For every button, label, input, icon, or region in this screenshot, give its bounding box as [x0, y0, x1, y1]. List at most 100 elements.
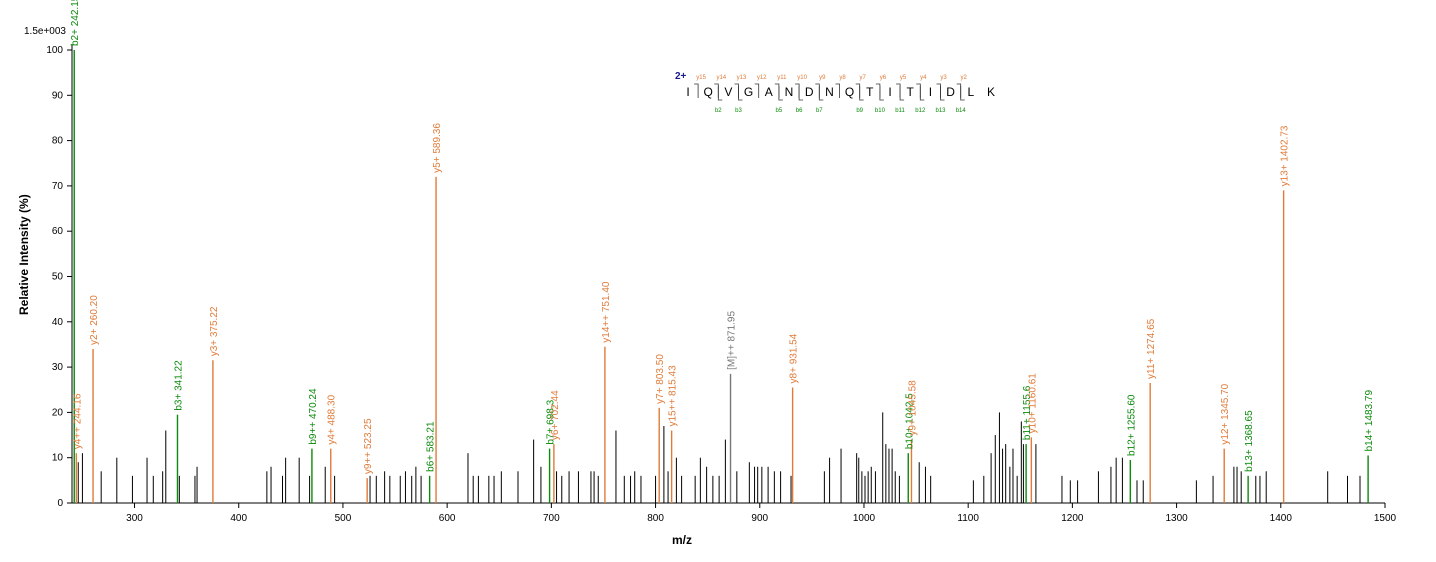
y-tick-label: 10	[52, 453, 64, 464]
sequence-residue: K	[987, 85, 995, 99]
y-ion-bracket	[754, 83, 760, 98]
x-tick-label: 1100	[957, 513, 979, 524]
y-tick-label: 100	[46, 45, 63, 56]
y-ion-bracket	[694, 83, 699, 98]
sequence-residue: L	[967, 85, 974, 99]
y-ion-marker: y4	[920, 75, 927, 81]
y-ion-label: y9+ 1045.58	[907, 380, 918, 436]
y-ion-bracket	[916, 83, 921, 98]
y-ion-marker: y2	[961, 75, 968, 81]
sequence-residue: Q	[845, 85, 854, 99]
y-ion-marker: y8	[839, 75, 846, 81]
y-ion-bracket	[714, 83, 719, 98]
y-ion-label: y14++ 751.40	[601, 281, 612, 343]
b-ion-marker: b5	[776, 108, 783, 114]
b-ion-label: b13+ 1368.65	[1244, 410, 1255, 472]
y-ion-marker: y14	[716, 75, 726, 81]
y-ion-label: y11+ 1274.65	[1146, 318, 1157, 379]
b-ion-bracket	[859, 86, 864, 101]
y-ion-label: y12+ 1345.70	[1220, 383, 1231, 444]
y-tick-label: 50	[52, 272, 64, 283]
b-ion-marker: b2	[715, 108, 722, 114]
charge-state-label: 2+	[675, 71, 687, 82]
x-tick-label: 400	[230, 513, 247, 524]
y-ion-label: y13+ 1402.73	[1280, 125, 1291, 186]
sequence-residue: G	[744, 85, 753, 99]
y-ion-marker: y15	[696, 75, 706, 81]
b-ion-marker: b9	[856, 108, 863, 114]
y-ion-bracket	[855, 83, 861, 98]
b-ion-bracket	[738, 86, 743, 101]
y-ion-bracket	[795, 83, 800, 98]
y-ion-bracket	[835, 83, 840, 98]
b-ion-label: b3+ 341.22	[173, 360, 184, 411]
x-tick-label: 300	[126, 513, 143, 524]
y-ion-marker: y9	[819, 75, 826, 81]
sequence-residue: V	[724, 85, 732, 99]
sequence-residue: D	[946, 85, 955, 99]
x-tick-label: 1000	[853, 513, 876, 524]
b-ion-label: b10+ 1042.5	[904, 393, 915, 449]
y-tick-label: 80	[52, 136, 64, 147]
y-ion-bracket	[815, 83, 820, 98]
b-ion-bracket	[818, 86, 824, 101]
y-ion-bracket	[875, 83, 881, 98]
y-tick-label: 70	[52, 181, 64, 192]
b-ion-marker: b12	[915, 108, 926, 114]
y-ion-marker: y12	[757, 75, 767, 81]
y-ion-marker: y5	[900, 75, 907, 81]
y-ion-marker: y11	[777, 75, 787, 81]
axes: 0 10 20 30 40 50 60 70 80 90 100 300 400 500 600 700 800…	[46, 44, 1397, 524]
y-ion-label: y5+ 589.36	[432, 123, 443, 173]
sequence-residue: Q	[704, 85, 713, 99]
sequence-residue: D	[805, 85, 814, 99]
y-ion-marker: y3	[940, 75, 947, 81]
b-ion-marker: b14	[956, 108, 967, 114]
b-ion-label: b9++ 470.24	[308, 388, 319, 445]
y-axis-title: Relative Intensity (%)	[17, 194, 31, 315]
b-ion-label: b12+ 1255.60	[1126, 394, 1137, 456]
b-ion-label: b14+ 1483.79	[1364, 390, 1375, 452]
sequence-residue: N	[825, 85, 834, 99]
sequence-residue: T	[907, 85, 915, 99]
precursor-ion-label: [M]++ 871.95	[727, 311, 738, 370]
x-tick-label: 800	[647, 513, 664, 524]
peaks	[73, 50, 1369, 503]
x-tick-label: 700	[543, 513, 560, 524]
y-ion-label: y4+ 488.30	[327, 394, 338, 444]
sequence-residue: A	[765, 85, 773, 99]
x-tick-label: 600	[439, 513, 456, 524]
x-tick-label: 1200	[1061, 513, 1084, 524]
b-ion-bracket	[940, 86, 945, 101]
sequence-residue: T	[866, 85, 874, 99]
x-tick-label: 1400	[1270, 513, 1293, 524]
y-tick-label: 40	[52, 317, 64, 328]
x-tick-label: 500	[335, 513, 352, 524]
y-tick-label: 60	[52, 226, 64, 237]
y-tick-label: 20	[52, 407, 64, 418]
y-ion-bracket	[774, 83, 780, 98]
y-ion-label: y9++ 523.25	[363, 418, 374, 474]
b-ion-marker: b11	[895, 108, 905, 114]
b-ion-bracket	[919, 86, 925, 101]
b-ion-label: b2+ 242.15	[70, 0, 81, 46]
intensity-scale-label: 1.5e+003	[24, 26, 66, 37]
y-ion-bracket	[936, 83, 941, 98]
sequence-residue: N	[785, 85, 794, 99]
y-tick-label: 0	[57, 498, 63, 509]
y-ion-label: y10+ 1160.61	[1027, 373, 1038, 434]
x-tick-label: 1300	[1165, 513, 1188, 524]
y-ion-marker: y7	[860, 75, 867, 81]
y-ion-marker: y6	[880, 75, 887, 81]
y-ion-marker: y10	[797, 75, 807, 81]
sequence-residue: I	[929, 85, 932, 99]
b-ion-bracket	[717, 86, 723, 101]
b-ion-bracket	[879, 86, 884, 101]
y-tick-label: 90	[52, 90, 64, 101]
b-ion-label: b11+ 1155.6	[1022, 385, 1033, 440]
b-ion-marker: b7	[816, 108, 823, 114]
b-ion-marker: b13	[935, 108, 946, 114]
b-ion-marker: b10	[875, 108, 886, 114]
